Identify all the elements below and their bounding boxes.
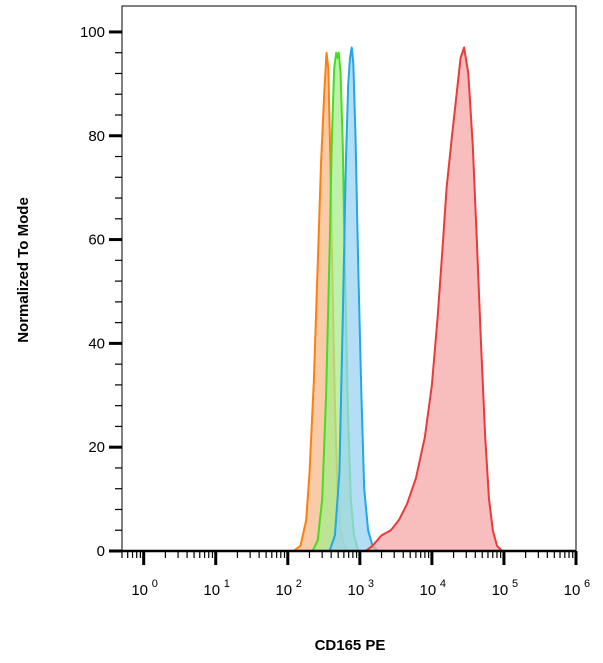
x-tick-exponent: 2 xyxy=(296,578,302,590)
y-tick-label: 100 xyxy=(80,24,105,41)
x-tick-label: 10 xyxy=(275,582,292,599)
histogram-line-4 xyxy=(122,46,576,552)
x-tick-exponent: 5 xyxy=(512,578,518,590)
x-tick-label: 10 xyxy=(492,582,509,599)
histogram-fill-4 xyxy=(122,47,576,551)
histogram-fill-3 xyxy=(122,47,576,551)
x-tick-label: 10 xyxy=(348,582,365,599)
x-tick-exponent: 0 xyxy=(152,578,158,590)
y-tick-label: 40 xyxy=(88,335,105,352)
x-tick-exponent: 1 xyxy=(224,578,230,590)
x-tick-label: 10 xyxy=(420,582,437,599)
x-tick-exponent: 4 xyxy=(440,578,446,590)
y-tick-label: 80 xyxy=(88,128,105,145)
histogram-line-3 xyxy=(122,46,576,552)
series-layer xyxy=(122,46,576,552)
x-tick-label: 10 xyxy=(131,582,148,599)
y-tick-label: 60 xyxy=(88,232,105,249)
x-tick-exponent: 3 xyxy=(368,578,374,590)
y-axis-title: Normalized To Mode xyxy=(15,197,32,343)
x-tick-label: 10 xyxy=(564,582,581,599)
y-tick-label: 20 xyxy=(88,439,105,456)
y-tick-label: 0 xyxy=(97,543,105,560)
x-tick-exponent: 6 xyxy=(584,578,590,590)
x-axis-title: CD165 PE xyxy=(315,637,386,654)
x-tick-label: 10 xyxy=(203,582,220,599)
